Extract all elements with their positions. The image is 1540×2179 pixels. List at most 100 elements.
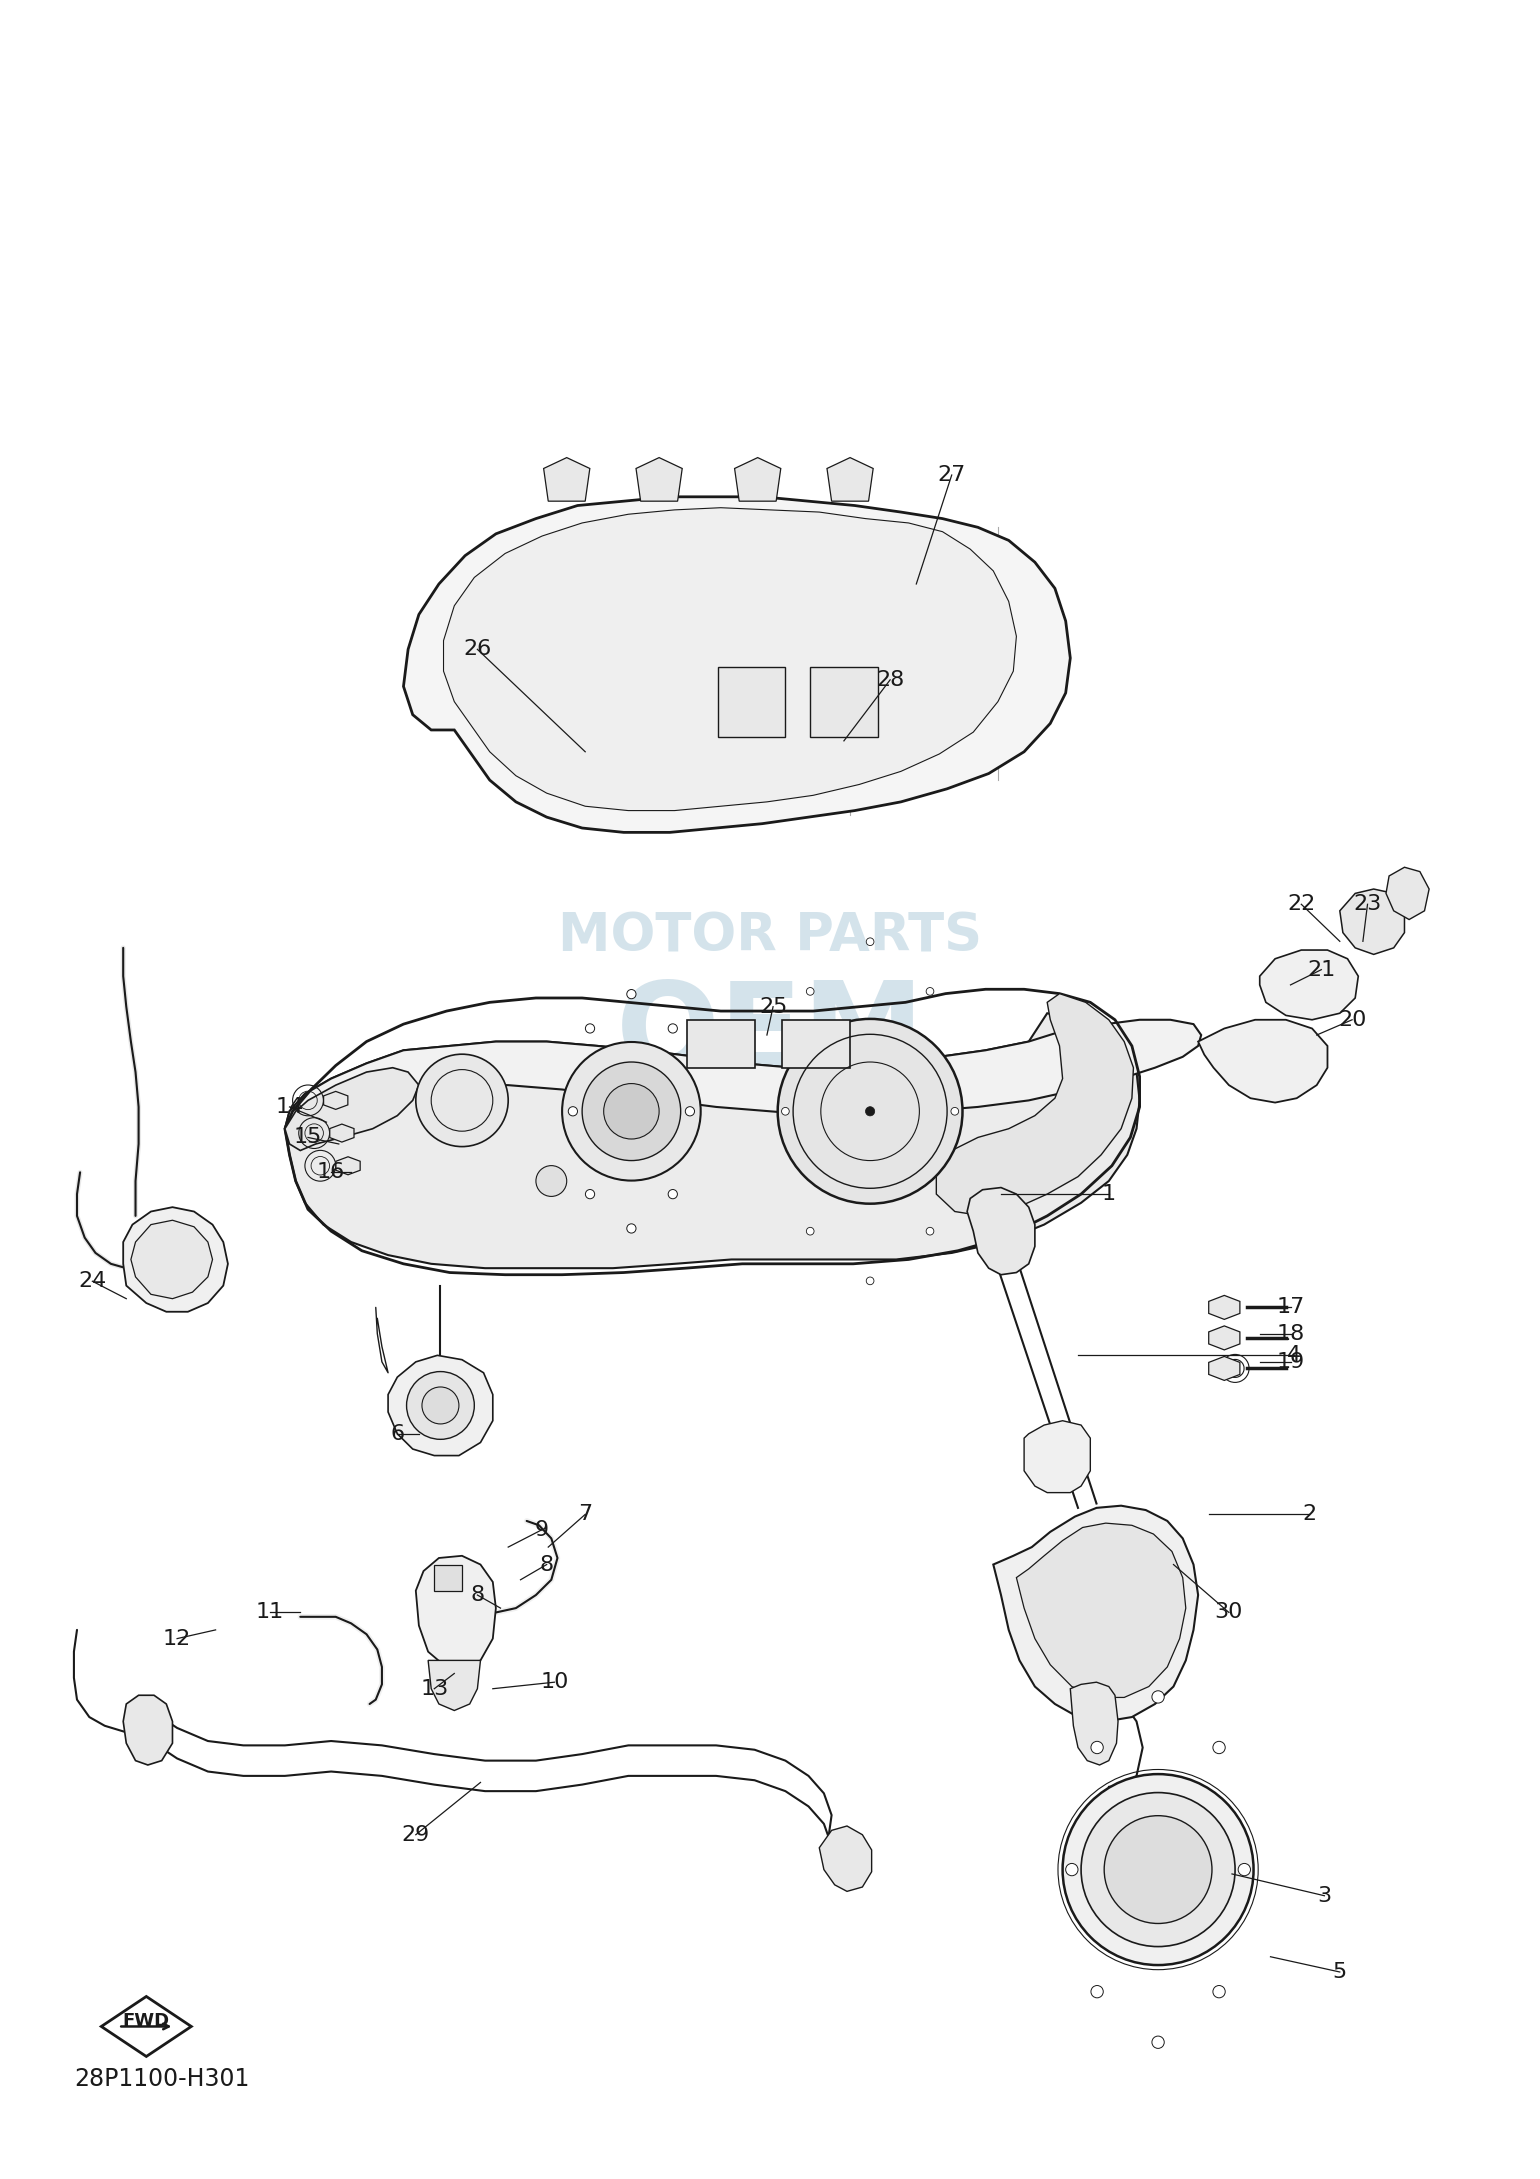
Text: 25: 25 [759, 996, 787, 1018]
Text: 6: 6 [390, 1423, 405, 1445]
Polygon shape [735, 458, 781, 501]
Text: 27: 27 [938, 464, 966, 486]
Circle shape [1063, 1774, 1254, 1965]
Text: 17: 17 [1277, 1297, 1304, 1318]
Polygon shape [434, 1565, 462, 1591]
Polygon shape [810, 667, 878, 737]
Text: 19: 19 [1277, 1351, 1304, 1373]
Text: OEM: OEM [616, 976, 924, 1094]
Text: 22: 22 [1287, 893, 1315, 915]
Text: 26: 26 [464, 638, 491, 660]
Text: 5: 5 [1332, 1961, 1348, 1983]
Circle shape [536, 1166, 567, 1196]
Polygon shape [1070, 1682, 1118, 1765]
Text: 4: 4 [1286, 1344, 1301, 1366]
Circle shape [865, 937, 875, 946]
Text: 8: 8 [539, 1554, 554, 1575]
Circle shape [668, 1024, 678, 1033]
Circle shape [865, 1107, 875, 1116]
Circle shape [627, 989, 636, 998]
Polygon shape [323, 1092, 348, 1109]
Text: 13: 13 [420, 1678, 448, 1700]
Polygon shape [1209, 1325, 1240, 1351]
Circle shape [1090, 1985, 1103, 1998]
Polygon shape [782, 1020, 850, 1068]
Circle shape [807, 987, 815, 996]
Circle shape [407, 1371, 474, 1440]
Polygon shape [718, 667, 785, 737]
Polygon shape [1386, 867, 1429, 920]
Polygon shape [1209, 1355, 1240, 1381]
Text: 12: 12 [163, 1628, 191, 1650]
Circle shape [685, 1107, 695, 1116]
Polygon shape [1340, 889, 1404, 954]
Polygon shape [819, 1826, 872, 1891]
Polygon shape [336, 1157, 360, 1174]
Polygon shape [1016, 1523, 1186, 1697]
Text: 1: 1 [1101, 1183, 1116, 1205]
Polygon shape [330, 1124, 354, 1142]
Polygon shape [285, 1020, 1201, 1129]
Circle shape [1214, 1985, 1226, 1998]
Text: 18: 18 [1277, 1323, 1304, 1344]
Circle shape [582, 1061, 681, 1161]
Circle shape [926, 1227, 933, 1235]
Circle shape [1214, 1741, 1226, 1754]
Text: 2: 2 [1301, 1504, 1317, 1525]
Polygon shape [993, 1506, 1198, 1721]
Text: 9: 9 [534, 1519, 550, 1541]
Circle shape [585, 1024, 594, 1033]
Circle shape [807, 1227, 815, 1235]
Circle shape [568, 1107, 578, 1116]
Polygon shape [123, 1695, 172, 1765]
Polygon shape [936, 994, 1133, 1216]
Text: MOTOR PARTS: MOTOR PARTS [557, 911, 983, 963]
Text: 29: 29 [402, 1824, 430, 1846]
Text: 23: 23 [1354, 893, 1381, 915]
Circle shape [422, 1388, 459, 1423]
Polygon shape [131, 1220, 213, 1299]
Polygon shape [687, 1020, 755, 1068]
Text: 14: 14 [276, 1096, 303, 1118]
Polygon shape [444, 508, 1016, 811]
Circle shape [1081, 1793, 1235, 1946]
Polygon shape [827, 458, 873, 501]
Text: 16: 16 [317, 1161, 345, 1183]
Text: 21: 21 [1307, 959, 1335, 981]
Polygon shape [416, 1556, 496, 1669]
Polygon shape [967, 1188, 1035, 1275]
Circle shape [1104, 1815, 1212, 1924]
Circle shape [778, 1020, 962, 1203]
Text: 8: 8 [470, 1584, 485, 1606]
Circle shape [1152, 1691, 1164, 1704]
Circle shape [1066, 1863, 1078, 1876]
Polygon shape [636, 458, 682, 501]
Text: 3: 3 [1317, 1885, 1332, 1907]
Circle shape [627, 1225, 636, 1233]
Polygon shape [388, 1355, 493, 1456]
Circle shape [865, 1277, 875, 1286]
Circle shape [604, 1083, 659, 1140]
Circle shape [950, 1107, 958, 1116]
Polygon shape [428, 1660, 480, 1711]
Text: FWD: FWD [123, 2013, 169, 2031]
Polygon shape [1024, 1421, 1090, 1493]
Circle shape [416, 1055, 508, 1146]
Polygon shape [1198, 1020, 1327, 1103]
Circle shape [562, 1042, 701, 1181]
Text: 28P1100-H301: 28P1100-H301 [74, 2066, 249, 2092]
Text: 10: 10 [541, 1671, 568, 1693]
Polygon shape [403, 497, 1070, 832]
Text: 20: 20 [1338, 1009, 1366, 1031]
Circle shape [1090, 1741, 1103, 1754]
Text: 15: 15 [294, 1127, 322, 1148]
Text: 30: 30 [1215, 1602, 1243, 1623]
Polygon shape [544, 458, 590, 501]
Circle shape [1152, 2035, 1164, 2048]
Circle shape [926, 987, 933, 996]
Polygon shape [1209, 1294, 1240, 1320]
Polygon shape [285, 1013, 1140, 1268]
Circle shape [668, 1190, 678, 1198]
Text: 24: 24 [79, 1270, 106, 1292]
Circle shape [585, 1190, 594, 1198]
